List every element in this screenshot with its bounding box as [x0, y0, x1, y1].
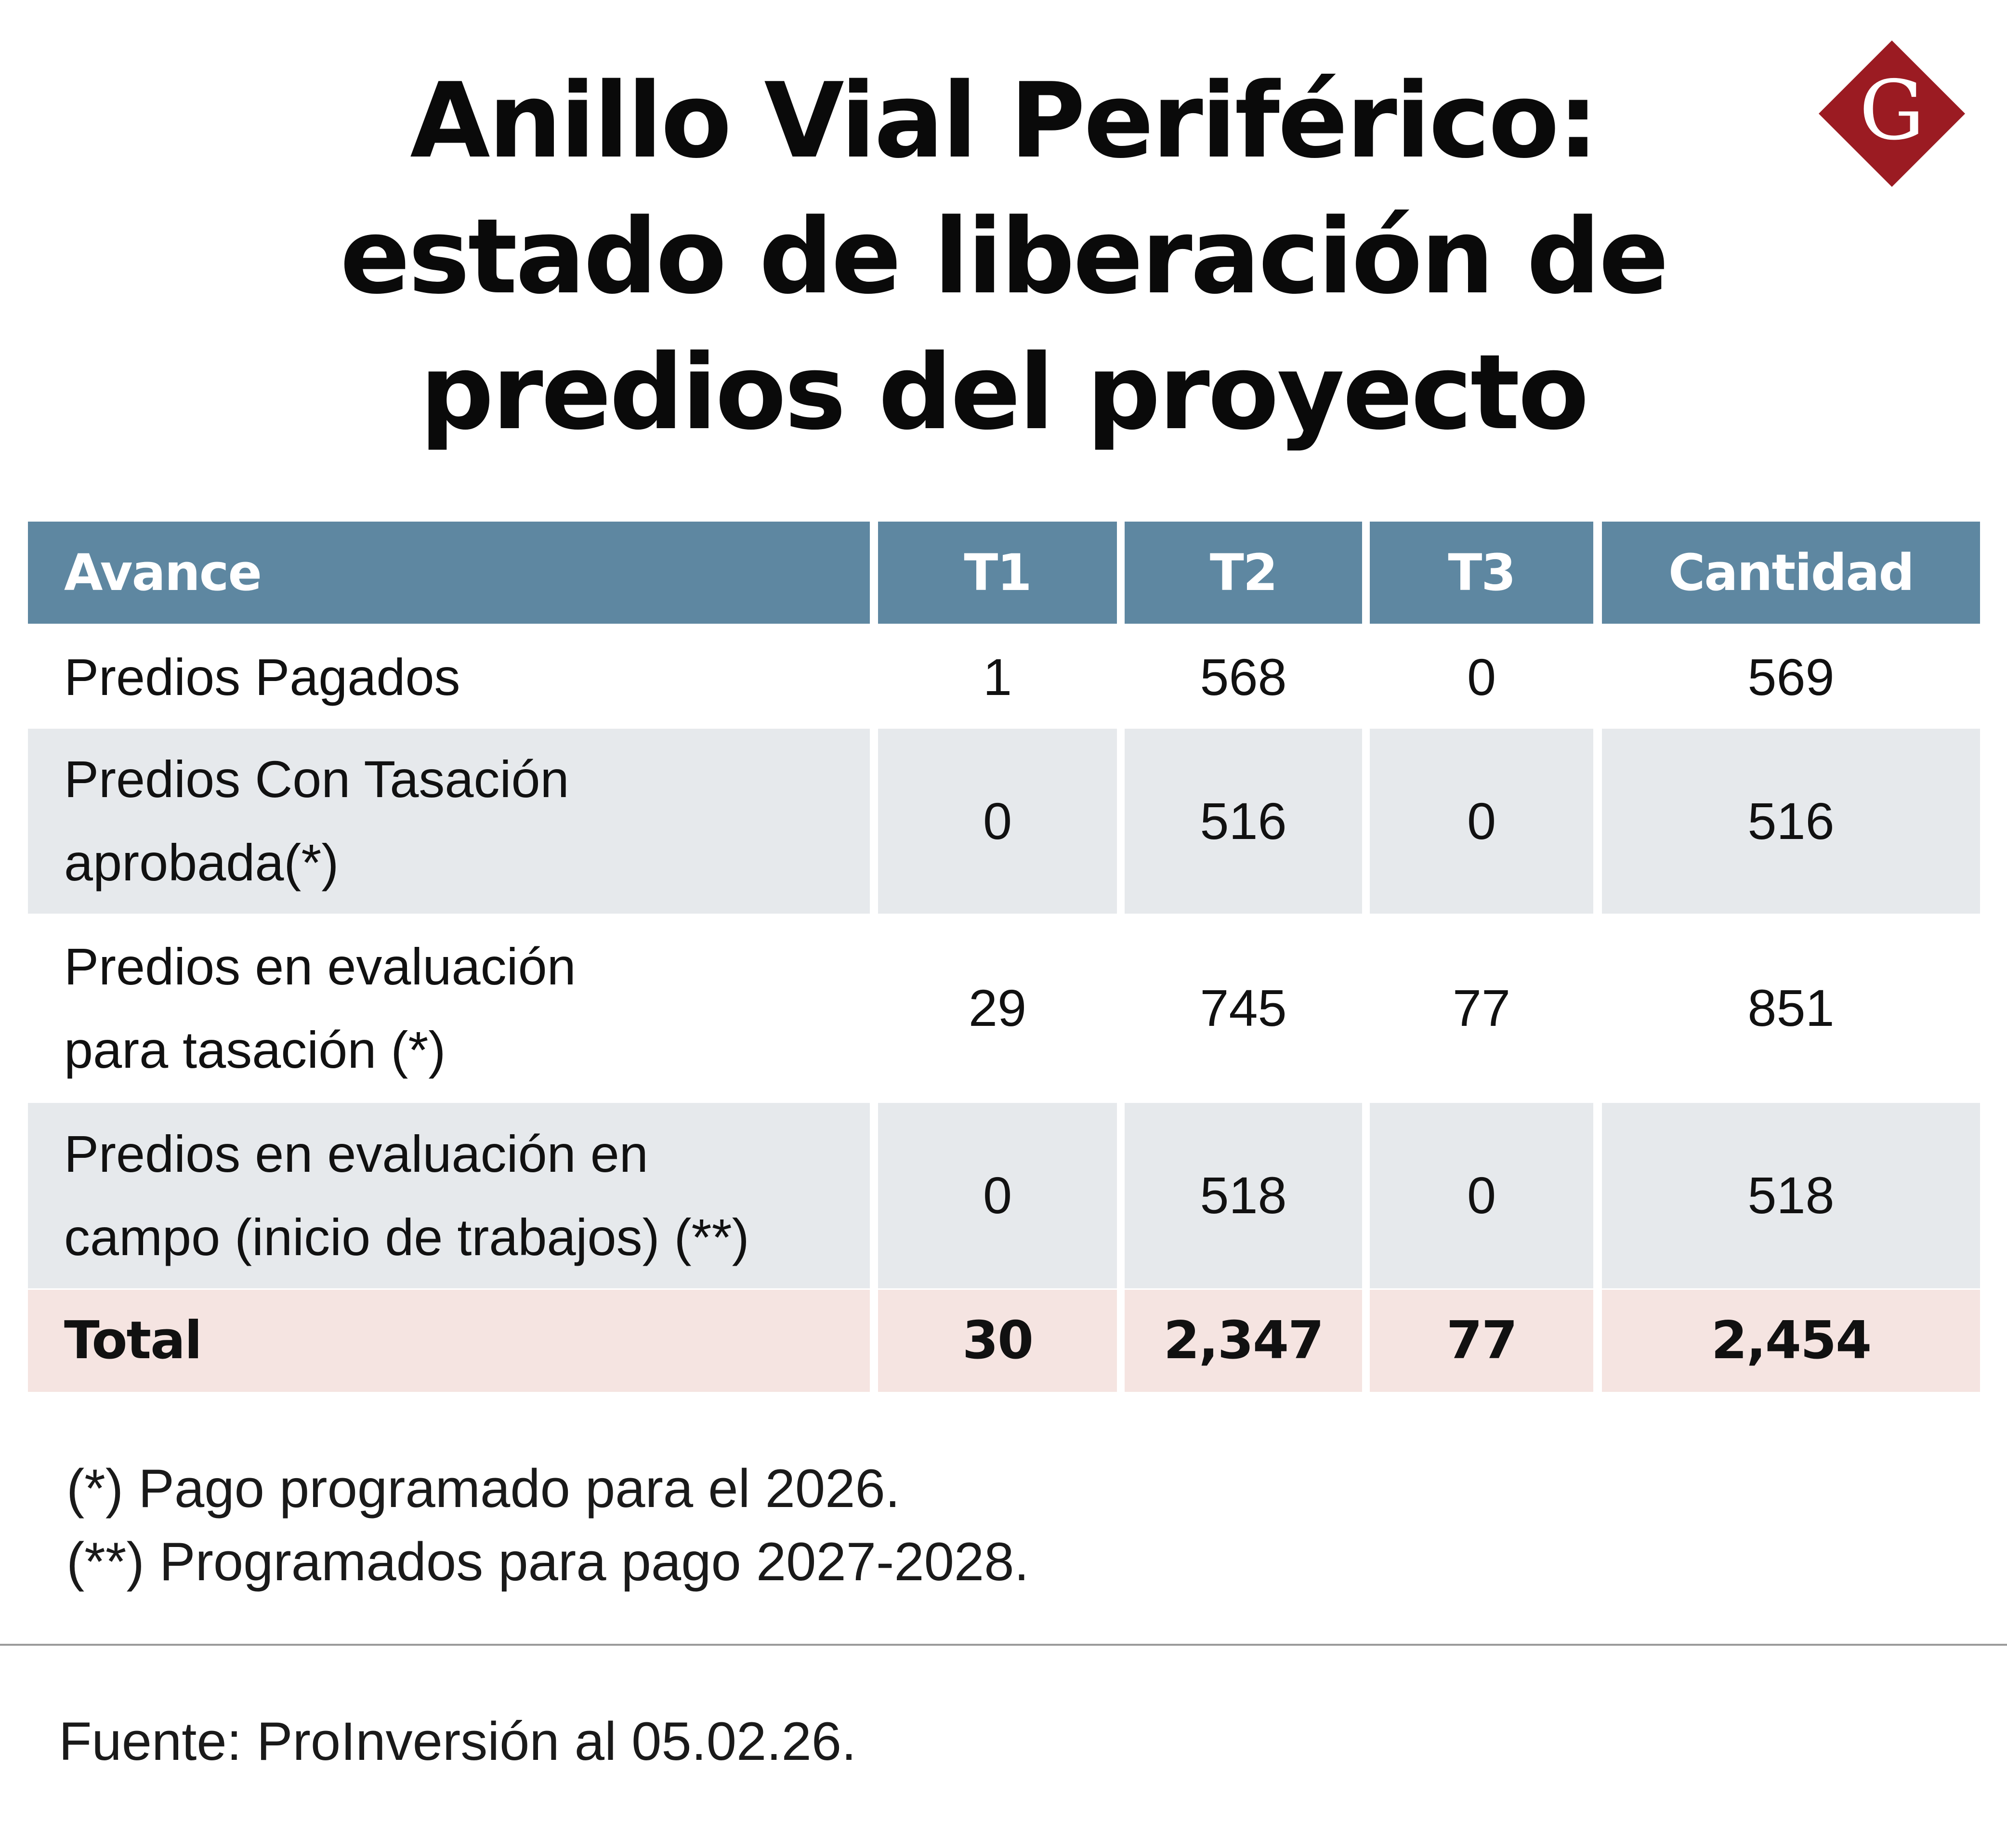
header-cell: T1 — [878, 522, 1117, 624]
source-note: Fuente: ProInversión al 05.02.26. — [59, 1711, 857, 1771]
header-cell: Cantidad — [1602, 522, 1980, 624]
total-value-cantidad: 2,454 — [1602, 1290, 1980, 1392]
value-cell-t1: 29 — [878, 915, 1117, 1101]
header-cell: Avance — [28, 522, 870, 624]
total-value-t3: 77 — [1370, 1290, 1593, 1392]
logo-diamond — [1819, 40, 1965, 187]
row-label-text: Predios en evaluación en campo (inicio de… — [64, 1113, 749, 1279]
value-cell-t3: 0 — [1370, 729, 1593, 914]
value-cell-t1: 0 — [878, 1103, 1117, 1288]
logo-letter: G — [1859, 63, 1925, 158]
value-cell-t2: 516 — [1125, 729, 1362, 914]
value-cell-t1: 1 — [878, 627, 1117, 727]
row-label: Predios en evaluación para tasación (*) — [28, 915, 870, 1101]
value-cell-t2: 518 — [1125, 1103, 1362, 1288]
total-value-t1: 30 — [878, 1290, 1117, 1392]
value-cell-cantidad: 569 — [1602, 627, 1980, 727]
header-cell: T2 — [1125, 522, 1362, 624]
row-label: Predios en evaluación en campo (inicio de… — [28, 1103, 870, 1288]
value-cell-t3: 0 — [1370, 627, 1593, 727]
footnote: (**) Programados para pago 2027-2028. — [66, 1532, 1029, 1592]
row-label-line: campo (inicio de trabajos) (**) — [64, 1207, 749, 1266]
title-line: predios del proyecto — [420, 332, 1589, 453]
title-line: Anillo Vial Periférico: — [410, 60, 1599, 181]
header-cell: T3 — [1370, 522, 1593, 624]
chart-title: Anillo Vial Periférico: estado de libera… — [0, 53, 2007, 460]
value-cell-t3: 0 — [1370, 1103, 1593, 1288]
row-label-text: Predios en evaluación para tasación (*) — [64, 925, 576, 1092]
diamond-g-logo: G — [1819, 40, 1965, 187]
row-label: Predios Pagados — [28, 627, 870, 727]
total-label: Total — [28, 1290, 870, 1392]
divider — [0, 1644, 2007, 1646]
row-label-text: Predios Con Tasación aprobada(*) — [64, 738, 569, 904]
value-cell-cantidad: 851 — [1602, 915, 1980, 1101]
footnote: (*) Pago programado para el 2026. — [66, 1458, 900, 1519]
value-cell-cantidad: 516 — [1602, 729, 1980, 914]
row-label-line: Predios en evaluación — [64, 937, 576, 996]
value-cell-t3: 77 — [1370, 915, 1593, 1101]
value-cell-t1: 0 — [878, 729, 1117, 914]
value-cell-t2: 745 — [1125, 915, 1362, 1101]
title-line: estado de liberación de — [340, 196, 1669, 317]
row-label-text: Predios Pagados — [64, 636, 460, 719]
value-cell-t2: 568 — [1125, 627, 1362, 727]
total-value-t2: 2,347 — [1125, 1290, 1362, 1392]
footnotes: (*) Pago programado para el 2026. (**) P… — [66, 1452, 1029, 1599]
row-label-line: aprobada(*) — [64, 833, 339, 891]
row-label-line: Predios Con Tasación — [64, 750, 569, 809]
value-cell-cantidad: 518 — [1602, 1103, 1980, 1288]
row-label-line: Predios en evaluación en — [64, 1124, 648, 1183]
row-label: Predios Con Tasación aprobada(*) — [28, 729, 870, 914]
row-label-line: para tasación (*) — [64, 1020, 446, 1079]
row-label-line: Predios Pagados — [64, 647, 460, 706]
